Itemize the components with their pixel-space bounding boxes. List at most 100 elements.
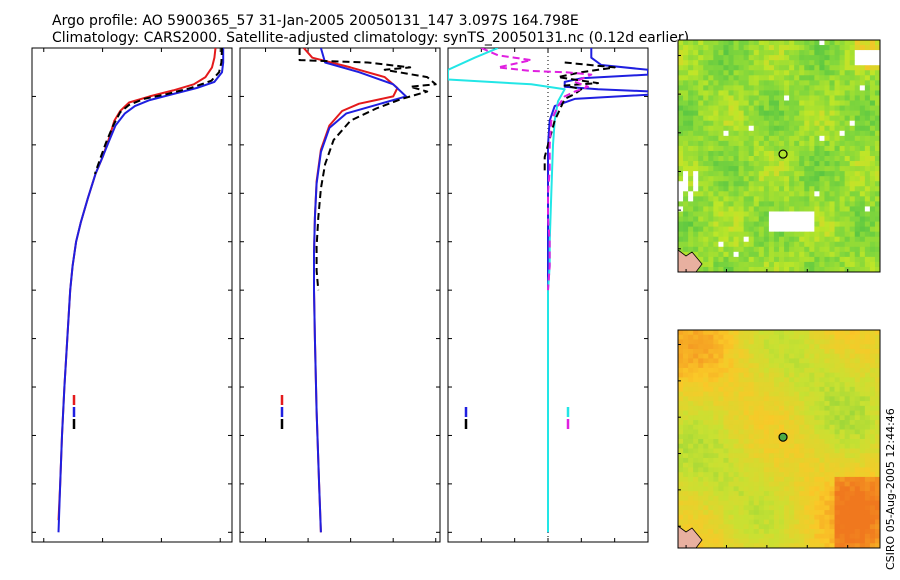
heatmap-cell xyxy=(859,382,866,388)
heatmap-cell xyxy=(708,467,714,473)
heatmap-cell xyxy=(713,510,719,516)
heatmap-cell xyxy=(824,363,830,369)
heatmap-cell xyxy=(804,110,810,117)
heatmap-cell xyxy=(814,439,820,445)
heatmap-cell xyxy=(814,216,820,222)
heatmap-cell xyxy=(713,386,719,393)
heatmap-cell xyxy=(784,196,790,202)
heatmap-cell xyxy=(768,377,775,383)
heatmap-cell xyxy=(819,110,825,117)
heatmap-cell xyxy=(784,191,790,197)
heatmap-cell xyxy=(824,429,830,435)
heatmap-cell xyxy=(698,150,704,157)
heatmap-cell xyxy=(758,176,765,182)
heatmap-cell xyxy=(743,476,750,483)
series-group xyxy=(57,48,225,533)
heatmap-cell xyxy=(743,367,750,374)
heatmap-cell xyxy=(738,251,745,258)
heatmap-cell xyxy=(753,181,760,187)
heatmap-cell xyxy=(854,95,861,101)
heatmap-cell xyxy=(723,491,729,497)
heatmap-cell xyxy=(814,266,820,273)
heatmap-cell xyxy=(849,533,856,539)
heatmap-cell xyxy=(713,226,719,233)
heatmap-cell xyxy=(748,439,755,445)
heatmap-cell xyxy=(728,45,734,51)
heatmap-cell xyxy=(758,453,765,459)
heatmap-cell xyxy=(859,95,866,101)
heatmap-cell xyxy=(748,434,755,440)
heatmap-cell xyxy=(698,246,704,253)
heatmap-cell xyxy=(683,251,689,258)
heatmap-cell xyxy=(804,75,810,81)
heatmap-cell xyxy=(683,85,689,91)
heatmap-cell xyxy=(718,510,724,516)
heatmap-cell xyxy=(768,505,775,511)
heatmap-cell xyxy=(824,538,830,544)
heatmap-cell xyxy=(728,443,734,449)
heatmap-cell xyxy=(688,95,694,101)
heatmap-cell xyxy=(728,334,734,340)
heatmap-cell xyxy=(733,206,739,212)
heatmap-cell xyxy=(693,382,699,388)
heatmap-cell xyxy=(753,70,760,76)
heatmap-cell xyxy=(758,226,765,233)
heatmap-cell xyxy=(854,439,861,445)
heatmap-cell xyxy=(768,55,775,61)
heatmap-cell xyxy=(728,415,734,421)
heatmap-cell xyxy=(768,105,775,112)
heatmap-cell xyxy=(748,90,755,96)
heatmap-cell xyxy=(768,457,775,464)
heatmap-cell xyxy=(723,196,729,202)
heatmap-cell xyxy=(693,519,699,525)
heatmap-cell xyxy=(809,110,815,117)
heatmap-cell xyxy=(784,241,790,248)
heatmap-cell xyxy=(844,439,851,445)
heatmap-cell xyxy=(854,424,861,430)
heatmap-cell xyxy=(874,429,881,435)
heatmap-cell xyxy=(839,231,846,238)
heatmap-cell xyxy=(784,410,790,416)
heatmap-cell xyxy=(859,161,866,167)
heatmap-cell xyxy=(768,50,775,56)
heatmap-cell xyxy=(874,434,881,440)
heatmap-cell xyxy=(733,514,739,520)
heatmap-cell xyxy=(758,396,765,402)
heatmap-cell xyxy=(678,472,684,478)
heatmap-cell xyxy=(864,75,871,81)
heatmap-cell xyxy=(859,538,866,544)
heatmap-cell xyxy=(789,510,795,516)
heatmap-cell xyxy=(869,75,876,81)
heatmap-cell xyxy=(849,256,856,263)
heatmap-cell xyxy=(753,405,760,411)
heatmap-cell xyxy=(758,221,765,228)
heatmap-cell xyxy=(839,130,846,137)
heatmap-cell xyxy=(693,377,699,383)
heatmap-cell xyxy=(824,115,830,122)
heatmap-cell xyxy=(758,40,765,46)
heatmap-cell xyxy=(723,171,729,177)
heatmap-cell xyxy=(733,135,739,142)
heatmap-cell xyxy=(723,505,729,511)
heatmap-cell xyxy=(678,55,684,61)
heatmap-cell xyxy=(789,156,795,162)
heatmap-cell xyxy=(763,150,770,157)
heatmap-cell xyxy=(819,211,825,217)
heatmap-cell xyxy=(728,236,734,243)
heatmap-cell xyxy=(748,100,755,106)
heatmap-cell xyxy=(864,70,871,76)
heatmap-cell xyxy=(773,344,780,350)
heatmap-cell xyxy=(723,382,729,388)
heatmap-cell xyxy=(829,75,835,81)
heatmap-cell xyxy=(789,367,795,374)
heatmap-cell xyxy=(859,339,866,345)
heatmap-cell xyxy=(839,85,846,91)
heatmap-cell xyxy=(799,80,805,86)
heatmap-cell xyxy=(678,372,684,378)
heatmap-cell xyxy=(824,533,830,539)
heatmap-cell xyxy=(779,538,785,544)
heatmap-cell xyxy=(713,538,719,544)
heatmap-cell xyxy=(703,334,709,340)
heatmap-cell xyxy=(789,339,795,345)
heatmap-cell xyxy=(869,150,876,157)
